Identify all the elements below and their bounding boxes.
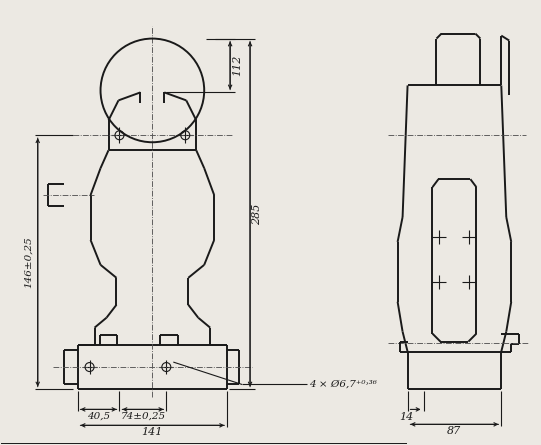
Text: 112: 112 [232, 55, 242, 76]
Text: 87: 87 [447, 426, 461, 437]
Text: 74±0,25: 74±0,25 [120, 412, 166, 421]
Text: 146±0,25: 146±0,25 [24, 236, 33, 288]
Text: 14: 14 [400, 413, 414, 422]
Text: 4 × Ø6,7⁺⁰˒³⁶: 4 × Ø6,7⁺⁰˒³⁶ [309, 380, 377, 389]
Text: 285: 285 [252, 203, 262, 225]
Text: 40,5: 40,5 [87, 412, 110, 421]
Text: 141: 141 [142, 427, 163, 437]
